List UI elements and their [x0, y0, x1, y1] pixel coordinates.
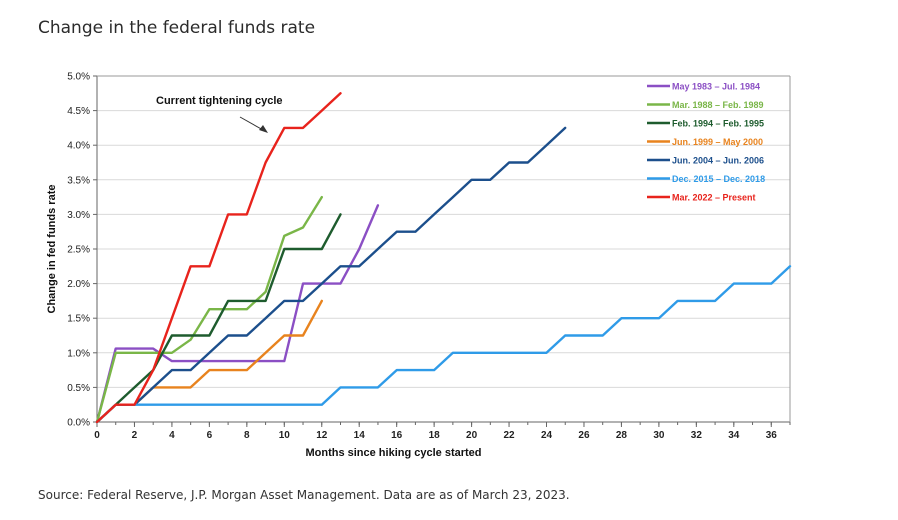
- chart-legend: May 1983 – Jul. 1984 Mar. 1988 – Feb. 198…: [647, 82, 765, 203]
- x-tick-label: 20: [466, 430, 478, 441]
- series-line-2: [95, 195, 323, 424]
- series-line-7: [95, 92, 342, 424]
- y-tick-label: 0.5%: [67, 383, 90, 394]
- x-tick-label: 12: [316, 430, 328, 441]
- y-tick-label: 2.5%: [67, 245, 90, 256]
- y-tick-label: 4.0%: [67, 141, 90, 152]
- page-title: Change in the federal funds rate: [38, 18, 316, 38]
- x-tick-label: 26: [578, 430, 590, 441]
- legend-label: May 1983 – Jul. 1984: [672, 82, 760, 92]
- y-tick-label: 0.0%: [67, 418, 90, 429]
- annotation-arrow-head: [259, 125, 268, 133]
- x-tick-label: 8: [244, 430, 250, 441]
- y-tick-label: 3.5%: [67, 175, 90, 186]
- x-tick-label: 22: [503, 430, 515, 441]
- source-note: Source: Federal Reserve, J.P. Morgan Ass…: [38, 488, 570, 502]
- annotation-text: Current tightening cycle: [156, 95, 283, 107]
- x-tick-label: 16: [391, 430, 403, 441]
- x-tick-label: 6: [207, 430, 213, 441]
- y-tick-label: 4.5%: [67, 106, 90, 117]
- legend-label: Mar. 2022 – Present: [672, 193, 756, 203]
- legend-label: Feb. 1994 – Feb. 1995: [672, 119, 764, 129]
- x-tick-label: 18: [429, 430, 441, 441]
- legend-label: Dec. 2015 – Dec. 2018: [672, 174, 765, 184]
- y-tick-label: 1.5%: [67, 314, 90, 325]
- x-tick-label: 0: [94, 430, 100, 441]
- series-line-6: [95, 265, 792, 424]
- chart-annotation: Current tightening cycle: [156, 95, 283, 133]
- x-tick-label: 28: [616, 430, 628, 441]
- x-tick-label: 2: [132, 430, 138, 441]
- series-line-5: [95, 126, 567, 424]
- legend-label: Jun. 1999 – May 2000: [672, 137, 763, 147]
- y-tick-label: 3.0%: [67, 210, 90, 221]
- y-tick-label: 2.0%: [67, 279, 90, 290]
- x-tick-label: 4: [169, 430, 175, 441]
- x-tick-label: 14: [354, 430, 366, 441]
- y-tick-label: 1.0%: [67, 348, 90, 359]
- x-tick-label: 30: [653, 430, 665, 441]
- x-tick-label: 32: [691, 430, 703, 441]
- y-tick-label: 5.0%: [67, 72, 90, 83]
- x-tick-label: 36: [766, 430, 778, 441]
- legend-label: Jun. 2004 – Jun. 2006: [672, 156, 764, 166]
- x-tick-label: 34: [728, 430, 740, 441]
- series-line-1: [95, 204, 380, 424]
- x-axis-title: Months since hiking cycle started: [305, 447, 481, 459]
- series-line-3: [95, 213, 342, 424]
- x-tick-label: 10: [279, 430, 291, 441]
- y-axis-title: Change in fed funds rate: [46, 185, 58, 314]
- series-lines: [95, 92, 792, 424]
- x-tick-label: 24: [541, 430, 553, 441]
- annotation-arrow-line: [239, 116, 264, 131]
- legend-label: Mar. 1988 – Feb. 1989: [672, 100, 764, 110]
- chart-axes: 0.0% 0.5% 1.0% 1.5% 2.0% 2.5% 3.0% 3.5% 4.0% 4.5%…: [46, 72, 791, 459]
